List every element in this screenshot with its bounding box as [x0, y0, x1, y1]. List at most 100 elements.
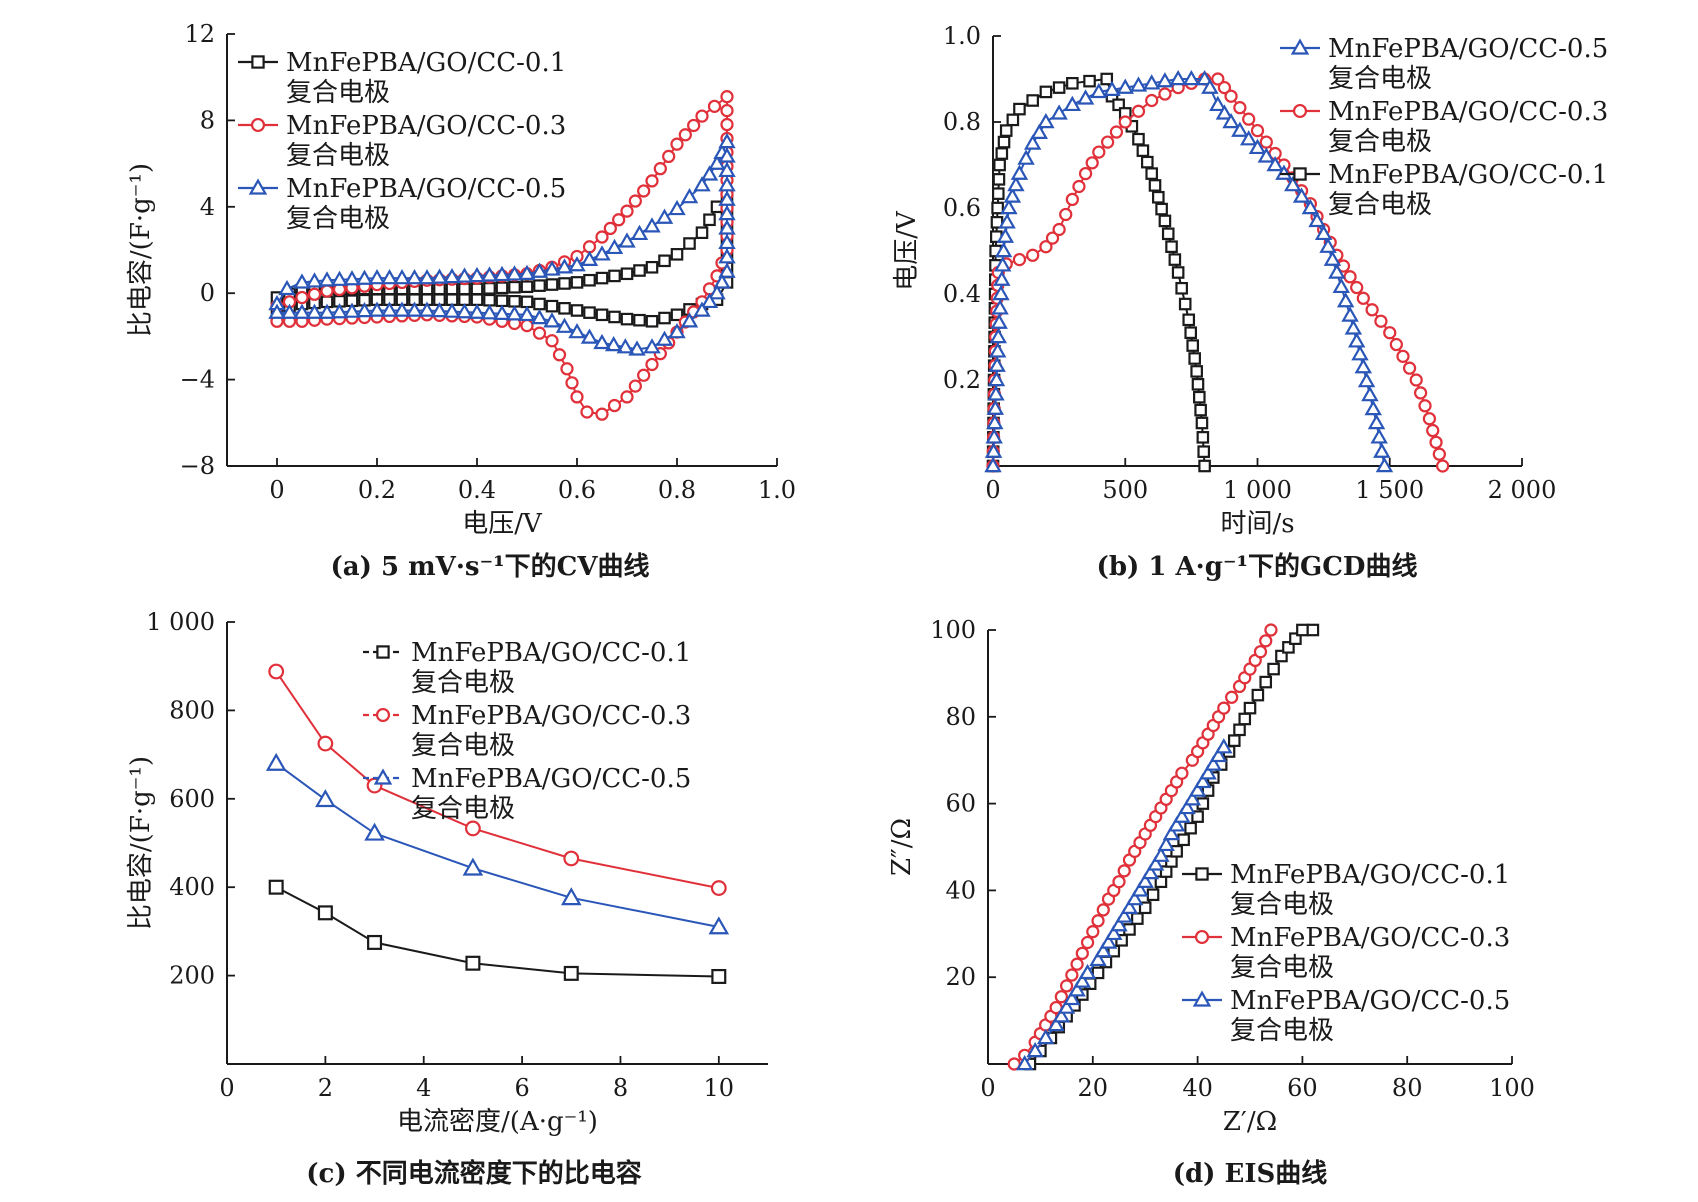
data-point	[443, 302, 461, 318]
data-point	[985, 428, 1003, 444]
data-point	[653, 162, 667, 176]
data-point	[1054, 990, 1068, 1004]
data-point	[343, 302, 361, 318]
data-point	[655, 208, 674, 224]
data-point	[1314, 224, 1333, 241]
data-point	[1070, 957, 1084, 971]
data-point	[1075, 946, 1089, 960]
data-point	[318, 271, 336, 287]
data-point	[1066, 76, 1079, 90]
data-point	[443, 267, 461, 284]
data-point	[1173, 807, 1191, 823]
data-point	[580, 250, 599, 266]
data-point	[680, 312, 699, 328]
data-point	[720, 103, 734, 118]
x-tick-label: 6	[514, 1074, 529, 1102]
y-tick-label: −4	[180, 366, 215, 394]
x-tick-label: 4	[416, 1074, 431, 1102]
data-point	[1231, 121, 1249, 137]
data-point	[1239, 130, 1258, 146]
series-black	[986, 72, 1211, 473]
data-point	[555, 317, 574, 333]
data-point	[998, 213, 1016, 229]
data-point	[545, 334, 559, 348]
legend: MnFePBA/GO/CC-0.1复合电极MnFePBA/GO/CC-0.3复合…	[1182, 860, 1510, 1046]
data-point	[1117, 864, 1131, 878]
data-point	[480, 304, 499, 320]
y-tick-label: 1.0	[943, 22, 981, 50]
data-point	[633, 264, 646, 277]
data-point	[1096, 903, 1110, 917]
x-tick-label: 0	[219, 1074, 234, 1102]
data-point	[1242, 112, 1256, 126]
data-point	[637, 184, 651, 198]
data-point	[1000, 198, 1018, 215]
data-point	[520, 318, 534, 333]
x-axis-label: 电压/V	[462, 509, 543, 539]
legend-sublabel: 复合电极	[411, 794, 515, 824]
data-point	[1052, 1007, 1071, 1023]
y-tick-label: 0.6	[943, 194, 981, 222]
data-point	[1026, 94, 1039, 107]
data-point	[633, 313, 646, 327]
data-point	[1080, 935, 1095, 950]
data-point	[1351, 345, 1369, 361]
data-point	[1152, 190, 1165, 204]
data-point	[508, 280, 521, 294]
data-point	[1301, 198, 1320, 215]
legend-marker	[1195, 867, 1209, 881]
data-point	[687, 118, 701, 133]
data-point	[1367, 413, 1386, 430]
data-point	[1012, 252, 1027, 267]
data-point	[992, 173, 1006, 186]
y-tick-label: 40	[945, 876, 976, 904]
legend-label: MnFePBA/GO/CC-0.5	[411, 764, 691, 794]
data-point	[1145, 167, 1158, 180]
data-point	[1396, 349, 1410, 363]
data-point	[1178, 798, 1196, 815]
x-tick-label: 1 500	[1355, 476, 1424, 504]
legend: MnFePBA/GO/CC-0.1复合电极MnFePBA/GO/CC-0.3复合…	[363, 638, 691, 824]
data-point	[268, 303, 286, 319]
data-point	[1375, 456, 1394, 473]
data-point	[643, 217, 661, 233]
data-point	[367, 934, 383, 950]
data-point	[580, 328, 599, 344]
data-point	[530, 262, 549, 278]
data-point	[565, 376, 579, 390]
data-point	[992, 284, 1010, 301]
data-point	[1110, 916, 1128, 932]
data-point	[1140, 155, 1154, 169]
data-point	[295, 290, 309, 305]
data-point	[708, 916, 730, 935]
data-point	[1183, 790, 1202, 806]
data-point	[1112, 98, 1125, 112]
data-point	[603, 221, 617, 236]
data-point	[1361, 386, 1379, 402]
data-point	[568, 323, 586, 339]
data-point	[1103, 80, 1121, 96]
data-point	[612, 213, 626, 227]
data-point	[1073, 972, 1092, 988]
data-point	[1188, 781, 1207, 797]
data-point	[1215, 738, 1233, 754]
legend-marker	[1192, 990, 1212, 1007]
data-point	[1162, 824, 1181, 841]
data-point	[713, 273, 731, 289]
data-point	[1026, 248, 1040, 262]
data-point	[1063, 989, 1081, 1006]
data-point	[1175, 766, 1189, 780]
y-tick-label: 800	[169, 696, 215, 724]
data-point	[1168, 253, 1182, 266]
data-point	[1343, 270, 1357, 284]
data-point	[1432, 447, 1446, 461]
data-point	[718, 176, 736, 192]
data-point	[1039, 240, 1053, 254]
data-point	[999, 124, 1013, 137]
x-tick-label: 2	[318, 1074, 333, 1102]
data-point	[1155, 202, 1168, 216]
data-point	[1017, 149, 1035, 165]
data-point	[680, 188, 699, 204]
data-point	[700, 292, 719, 309]
data-point	[693, 176, 711, 192]
